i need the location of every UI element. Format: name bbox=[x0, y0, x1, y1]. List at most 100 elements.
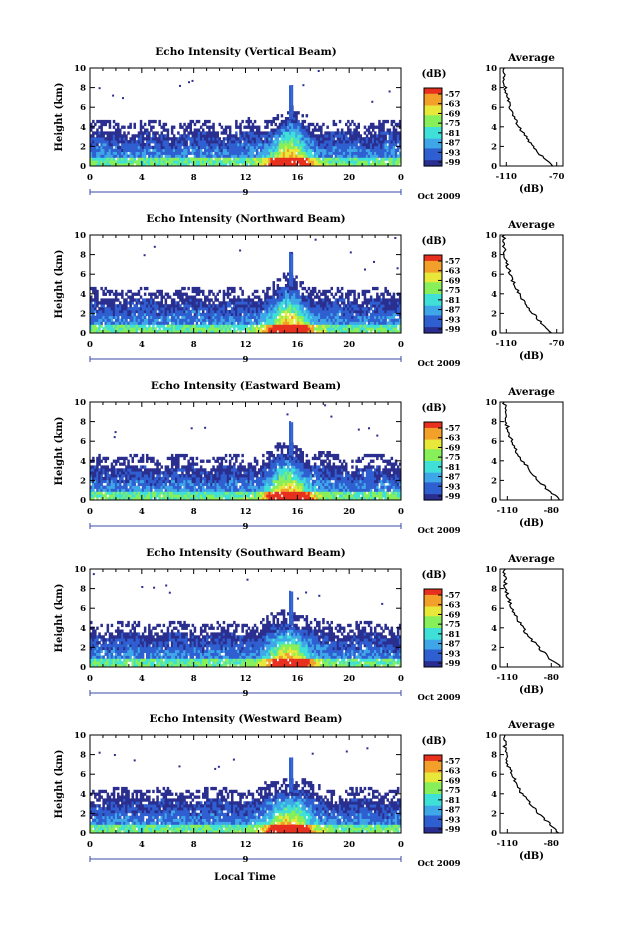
heatmap-cell bbox=[164, 476, 168, 481]
colorbar-swatch bbox=[424, 140, 442, 144]
heatmap-cell bbox=[355, 318, 358, 322]
heatmap-cell bbox=[262, 163, 265, 167]
heatmap-cell bbox=[367, 163, 371, 167]
heatmap-cell bbox=[141, 491, 145, 495]
heatmap-cell bbox=[185, 160, 188, 164]
heatmap-cell bbox=[199, 145, 203, 150]
heatmap-cell bbox=[293, 122, 296, 127]
colorbar-swatch bbox=[424, 274, 442, 277]
heatmap-cell bbox=[162, 479, 166, 484]
heatmap-cell bbox=[189, 304, 192, 308]
heatmap-cell bbox=[278, 304, 282, 308]
heatmap-cell bbox=[262, 301, 265, 305]
heatmap-cell bbox=[382, 298, 385, 302]
heatmap-cell bbox=[119, 494, 122, 498]
heatmap-cell bbox=[326, 137, 329, 141]
heatmap-cell bbox=[193, 301, 197, 305]
heatmap-cell bbox=[260, 301, 263, 305]
heatmap-cell bbox=[388, 330, 392, 334]
heatmap-cell bbox=[260, 312, 263, 317]
heatmap-cell bbox=[98, 494, 101, 498]
heatmap-cell bbox=[148, 318, 151, 322]
heatmap-cell bbox=[121, 330, 124, 334]
heatmap-cell bbox=[235, 145, 238, 150]
heatmap-cell bbox=[158, 289, 161, 294]
heatmap-cell bbox=[336, 140, 340, 144]
heatmap-cell bbox=[210, 318, 213, 322]
heatmap-cell bbox=[117, 309, 120, 314]
heatmap-cell bbox=[143, 151, 147, 155]
heatmap-cell bbox=[127, 488, 130, 492]
heatmap-cell bbox=[187, 148, 190, 152]
heatmap-cell bbox=[160, 309, 163, 314]
heatmap-cell bbox=[96, 476, 99, 481]
heatmap-cell bbox=[104, 157, 107, 161]
heatmap-cell bbox=[152, 321, 155, 325]
heatmap-cell bbox=[152, 309, 155, 314]
heatmap-cell bbox=[224, 301, 228, 305]
heatmap-cell bbox=[90, 137, 93, 141]
heatmap-cell bbox=[156, 468, 159, 472]
heatmap-cell bbox=[365, 312, 369, 317]
heatmap-cell bbox=[125, 160, 128, 164]
heatmap-cell bbox=[365, 140, 369, 144]
heatmap-cell bbox=[216, 154, 219, 158]
heatmap-cell bbox=[276, 145, 280, 150]
heatmap-cell bbox=[378, 301, 381, 305]
heatmap-cell bbox=[168, 154, 172, 158]
heatmap-cell bbox=[139, 327, 143, 331]
heatmap-cell bbox=[172, 321, 176, 325]
heatmap-cell bbox=[141, 324, 145, 328]
heatmap-cell bbox=[110, 482, 114, 486]
heatmap-cell bbox=[197, 474, 201, 478]
heatmap-cell bbox=[270, 131, 273, 135]
heatmap-cell bbox=[313, 157, 317, 161]
heatmap-cell bbox=[158, 482, 161, 486]
heatmap-cell bbox=[90, 142, 93, 147]
heatmap-cell bbox=[338, 318, 342, 322]
heatmap-cell bbox=[222, 145, 226, 150]
heatmap-cell bbox=[204, 321, 207, 325]
heatmap-cell bbox=[303, 301, 307, 305]
heatmap-cell bbox=[364, 268, 366, 271]
heatmap-cell bbox=[303, 160, 307, 164]
heatmap-cell bbox=[104, 140, 107, 144]
heatmap-cell bbox=[392, 163, 396, 167]
heatmap-cell bbox=[233, 324, 236, 328]
heatmap-cell bbox=[231, 154, 234, 158]
heatmap-cell bbox=[282, 298, 286, 302]
heatmap-cell bbox=[141, 465, 145, 469]
heatmap-cell bbox=[334, 148, 338, 152]
heatmap-cell bbox=[351, 134, 354, 138]
colorbar-swatch bbox=[424, 91, 442, 95]
heatmap-cell bbox=[247, 309, 251, 314]
heatmap-cell bbox=[299, 163, 302, 167]
heatmap-cell bbox=[185, 307, 188, 311]
heatmap-cell bbox=[148, 476, 151, 481]
heatmap-cell bbox=[158, 142, 161, 147]
heatmap-cell bbox=[208, 157, 211, 161]
heatmap-cell bbox=[353, 307, 356, 311]
heatmap-cell bbox=[347, 137, 350, 141]
heatmap-cell bbox=[237, 304, 240, 308]
heatmap-cell bbox=[154, 468, 157, 472]
heatmap-cell bbox=[152, 307, 155, 311]
heatmap-cell bbox=[384, 154, 387, 158]
heatmap-cell bbox=[278, 301, 282, 305]
heatmap-cell bbox=[117, 298, 120, 302]
heatmap-cell bbox=[150, 482, 153, 486]
heatmap-cell bbox=[330, 324, 333, 328]
heatmap-cell bbox=[251, 160, 255, 164]
heatmap-cell bbox=[274, 292, 277, 296]
heatmap-cell bbox=[291, 304, 294, 308]
heatmap-cell bbox=[170, 497, 174, 501]
heatmap-cell bbox=[268, 160, 271, 164]
heatmap-cell bbox=[183, 497, 186, 501]
heatmap-cell bbox=[289, 324, 292, 328]
heatmap-cell bbox=[291, 119, 294, 124]
heatmap-cell bbox=[347, 295, 350, 299]
heatmap-cell bbox=[137, 137, 141, 141]
heatmap-cell bbox=[378, 163, 381, 167]
heatmap-cell bbox=[92, 456, 95, 461]
heatmap-cell bbox=[334, 122, 338, 127]
